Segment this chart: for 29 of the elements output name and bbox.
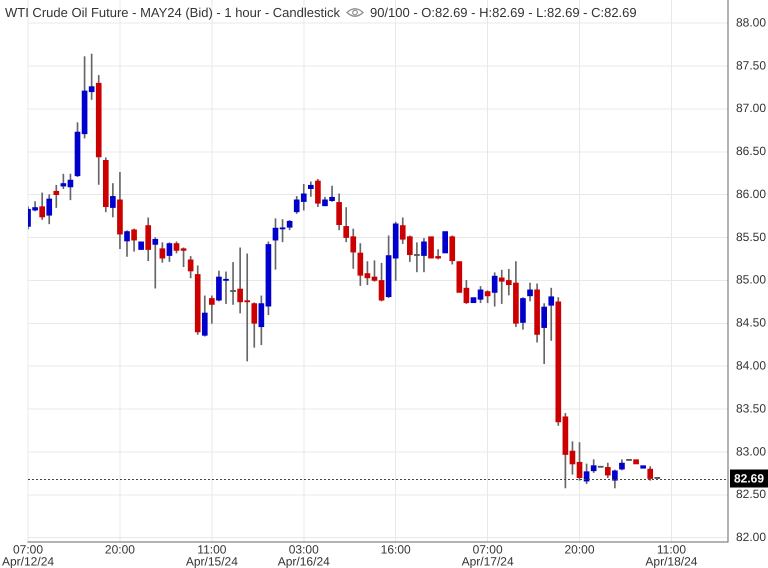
x-tick-label: 16:00 <box>380 542 412 556</box>
y-tick-label: 85.50 <box>736 230 766 244</box>
y-tick-label: 86.00 <box>736 186 766 201</box>
x-tick-label: 07:00 Apr/12/24 <box>2 542 54 568</box>
candlestick <box>633 459 639 464</box>
chart-subtitle: 90/100 - O:82.69 - H:82.69 - L:82.69 - C:82.69 <box>370 5 637 20</box>
y-tick-label: 82.50 <box>736 487 766 502</box>
candlestick <box>138 242 144 250</box>
x-tick-label: 20:00 <box>564 542 595 556</box>
y-tick-label: 87.50 <box>736 58 766 72</box>
y-tick-label: 85.00 <box>736 272 766 287</box>
y-tick-label: 82.00 <box>736 530 766 544</box>
x-tick-label: 03:00 Apr/16/24 <box>278 542 330 568</box>
y-tick-label: 83.50 <box>736 401 766 416</box>
y-tick-label: 87.00 <box>736 101 766 116</box>
x-tick-label: 11:00 Apr/15/24 <box>186 542 238 568</box>
y-tick-label: 84.50 <box>736 316 766 330</box>
y-tick-label: 88.00 <box>736 15 766 30</box>
x-tick-label: 11:00 Apr/18/24 <box>645 542 698 568</box>
y-tick-label: 86.50 <box>736 144 766 158</box>
y-tick-label: 84.00 <box>736 358 766 373</box>
ref-line-label: 82.69 <box>734 471 764 486</box>
candlestick <box>640 465 646 469</box>
x-tick-label: 20:00 <box>104 542 136 556</box>
chart-title: WTI Crude Oil Future - MAY24 (Bid) - 1 hour - Candlestick <box>5 5 340 20</box>
x-tick-label: 07:00 Apr/17/24 <box>462 542 514 568</box>
candlestick <box>442 231 448 254</box>
candlestick <box>230 262 236 305</box>
y-tick-label: 83.00 <box>736 444 766 458</box>
